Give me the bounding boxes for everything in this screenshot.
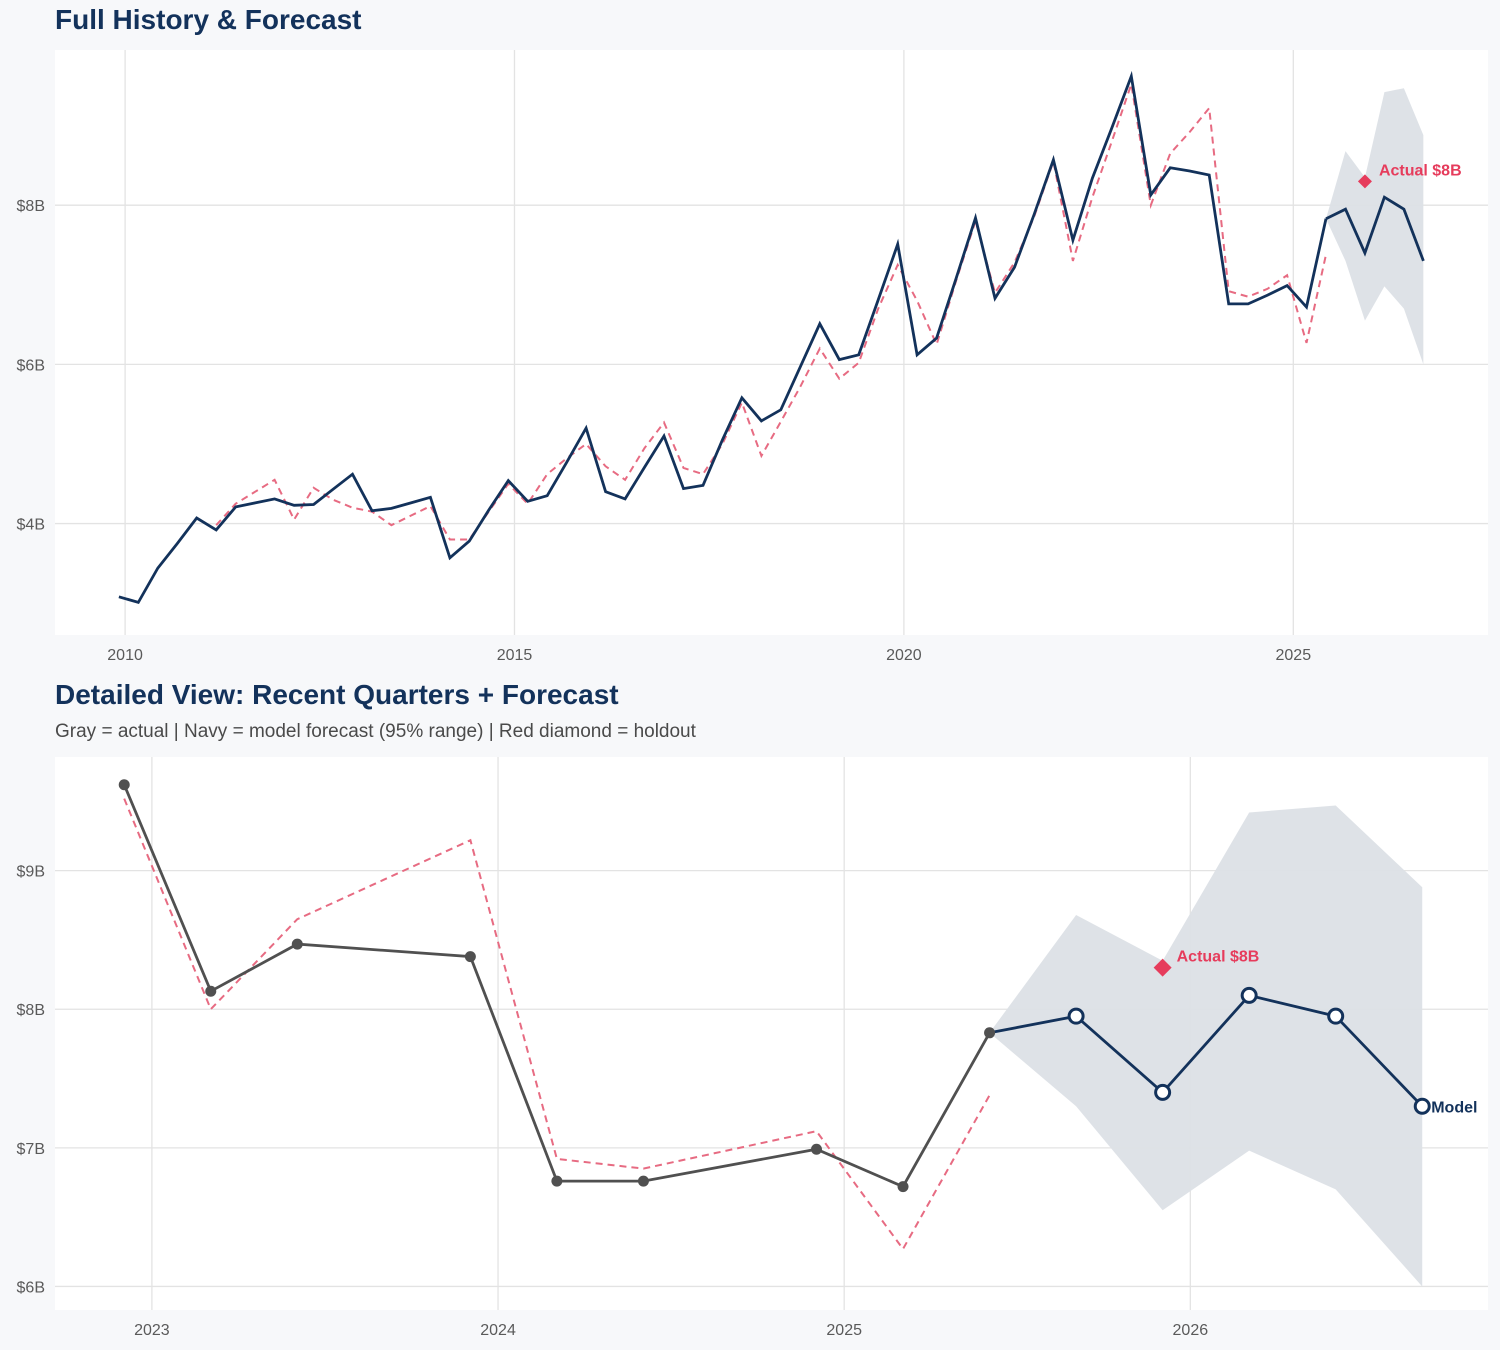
y-tick-label: $4B xyxy=(17,517,45,534)
y-tick-label: $9B xyxy=(17,864,45,881)
actual-point xyxy=(984,1027,996,1039)
forecast-point xyxy=(1240,986,1258,1004)
x-tick-label: 2010 xyxy=(107,647,143,664)
y-tick-label: $8B xyxy=(17,1002,45,1019)
x-tick-label: 2023 xyxy=(134,1322,170,1339)
forecast-point xyxy=(1154,1083,1172,1101)
forecast-point xyxy=(1413,1097,1431,1115)
actual-point xyxy=(551,1175,563,1187)
holdout-diamond xyxy=(1153,958,1172,977)
x-tick-label: 2024 xyxy=(480,1322,516,1339)
y-tick-label: $6B xyxy=(17,357,45,374)
x-tick-label: 2025 xyxy=(1276,647,1312,664)
plot-area xyxy=(55,50,1488,635)
forecast-series-line xyxy=(1325,195,1425,262)
forecast-series-line xyxy=(989,993,1424,1108)
history-series-line xyxy=(118,70,1328,605)
top-chart-title: Full History & Forecast xyxy=(55,4,362,35)
y-tick-label: $6B xyxy=(17,1279,45,1296)
actual-point xyxy=(637,1175,649,1187)
holdout-label: Actual $8B xyxy=(1379,162,1462,179)
holdout-label: Actual $8B xyxy=(1177,949,1260,966)
y-tick-label: $7B xyxy=(17,1141,45,1158)
holdout-diamond xyxy=(1357,174,1372,189)
x-tick-label: 2026 xyxy=(1173,1322,1209,1339)
forecast-end-label: Model xyxy=(1431,1099,1477,1116)
full-history-chart: 2010 2015 2020 2025 $4B $6B $8B Actual $8B xyxy=(17,50,1488,664)
forecast-point xyxy=(1327,1007,1345,1025)
actual-point xyxy=(810,1143,822,1155)
y-tick-label: $8B xyxy=(17,198,45,215)
x-tick-label: 2020 xyxy=(886,647,922,664)
actual-point xyxy=(464,951,476,963)
actual-point xyxy=(118,779,130,791)
bottom-chart-subtitle: Gray = actual | Navy = model forecast (9… xyxy=(55,721,696,742)
actual-point xyxy=(897,1181,909,1193)
x-tick-label: 2015 xyxy=(497,647,533,664)
actual-point xyxy=(291,938,303,950)
forecast-point xyxy=(1067,1007,1085,1025)
fitted-series-line xyxy=(215,83,1327,541)
x-tick-label: 2025 xyxy=(826,1322,862,1339)
actual-point xyxy=(205,985,217,997)
fitted-series-line xyxy=(123,798,991,1251)
bottom-chart-title: Detailed View: Recent Quarters + Forecas… xyxy=(55,679,619,710)
